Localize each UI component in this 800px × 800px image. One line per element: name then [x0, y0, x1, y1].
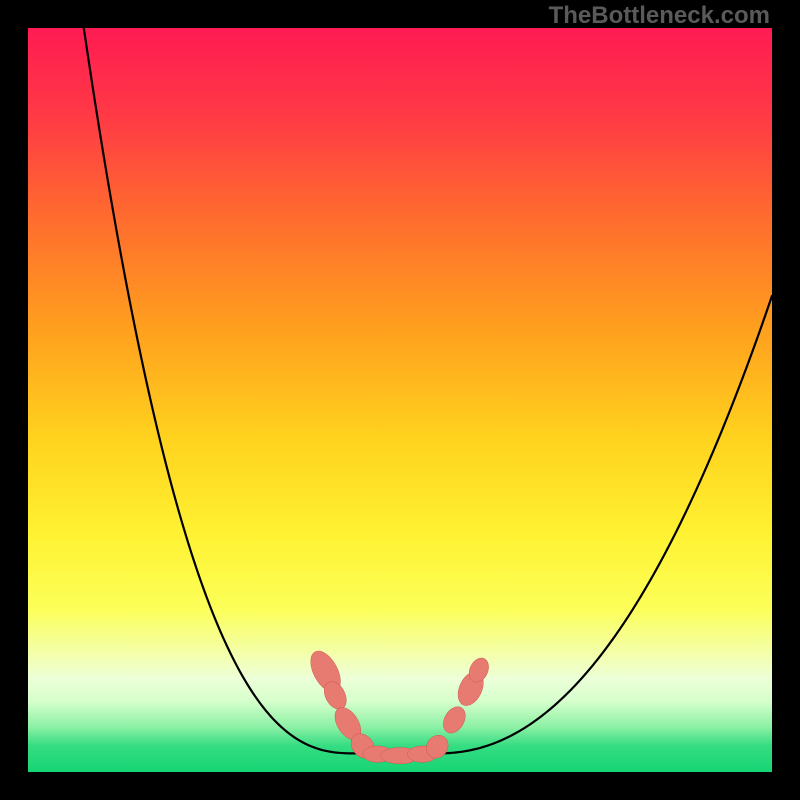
gradient-background — [28, 28, 772, 772]
chart-frame: TheBottleneck.com — [0, 0, 800, 800]
bottleneck-curve-chart — [28, 28, 772, 772]
watermark-text: TheBottleneck.com — [549, 2, 770, 30]
plot-area — [28, 28, 772, 772]
